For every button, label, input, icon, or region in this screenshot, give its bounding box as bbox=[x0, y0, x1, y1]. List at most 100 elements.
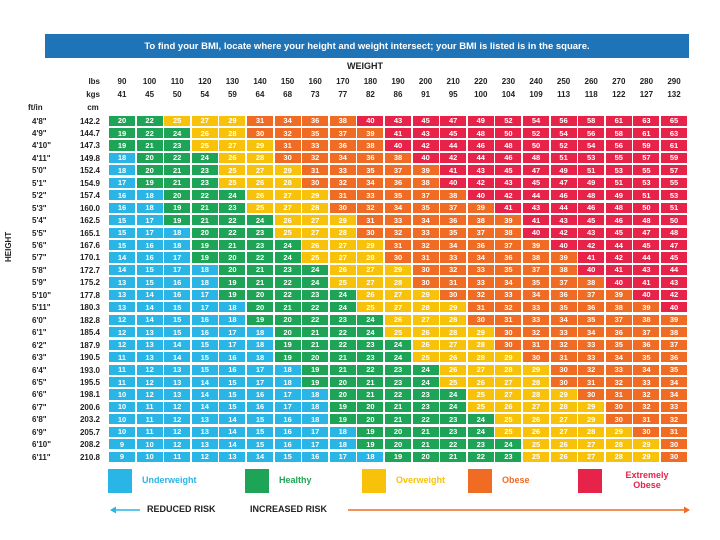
bmi-cell: 14 bbox=[136, 289, 163, 300]
height-ftin-label: 6'1" bbox=[32, 328, 47, 338]
bmi-cell: 17 bbox=[247, 376, 273, 388]
bmi-cell: 27 bbox=[329, 252, 356, 263]
bmi-cell: 32 bbox=[274, 127, 301, 139]
bmi-cell: 29 bbox=[357, 240, 384, 251]
bmi-cell: 23 bbox=[247, 227, 273, 238]
bmi-cell: 55 bbox=[605, 152, 632, 164]
bmi-cell: 31 bbox=[633, 414, 660, 425]
height-ftin-label: 5'11" bbox=[32, 303, 51, 313]
height-cm-label: 142.2 bbox=[79, 116, 100, 126]
bmi-cell: 14 bbox=[247, 451, 273, 462]
bmi-cell: 32 bbox=[440, 264, 467, 276]
bmi-cell: 34 bbox=[495, 277, 522, 288]
bmi-cell: 17 bbox=[329, 451, 356, 462]
bmi-cell: 23 bbox=[412, 401, 439, 413]
bmi-cell: 56 bbox=[605, 140, 632, 151]
cm-label: cm bbox=[87, 103, 99, 112]
bmi-cell: 23 bbox=[357, 352, 384, 363]
height-cm-label: 185.4 bbox=[79, 328, 100, 338]
legend-swatch bbox=[362, 469, 386, 493]
bmi-cell: 35 bbox=[523, 277, 549, 288]
bmi-cell: 20 bbox=[302, 352, 329, 363]
bmi-cell: 25 bbox=[274, 227, 301, 238]
bmi-cell: 27 bbox=[302, 227, 329, 238]
bmi-cell: 56 bbox=[578, 127, 605, 139]
kgs-label: kgs bbox=[86, 90, 100, 99]
bmi-cell: 29 bbox=[495, 352, 522, 363]
lbs-label: lbs bbox=[88, 77, 100, 86]
bmi-cell: 23 bbox=[191, 177, 218, 188]
bmi-cell: 36 bbox=[329, 140, 356, 151]
bmi-cell: 44 bbox=[633, 252, 660, 263]
bmi-cell: 27 bbox=[412, 314, 439, 325]
bmi-cell: 27 bbox=[357, 264, 384, 276]
bmi-cell: 36 bbox=[578, 302, 605, 313]
height-ftin-label: 4'11" bbox=[32, 153, 51, 163]
bmi-cell: 27 bbox=[440, 339, 467, 350]
bmi-cell: 43 bbox=[633, 264, 660, 276]
bmi-cell: 36 bbox=[633, 339, 660, 350]
bmi-cell: 22 bbox=[219, 227, 246, 238]
bmi-cell: 38 bbox=[412, 177, 439, 188]
bmi-cell: 42 bbox=[661, 289, 687, 300]
bmi-cell: 16 bbox=[219, 364, 246, 375]
bmi-cell: 14 bbox=[219, 414, 246, 425]
height-ftin-label: 4'9" bbox=[32, 128, 47, 138]
bmi-cell: 26 bbox=[440, 352, 467, 363]
bmi-cell: 28 bbox=[578, 426, 605, 437]
bmi-cell: 25 bbox=[357, 302, 384, 313]
bmi-cell: 37 bbox=[550, 277, 577, 288]
bmi-cell: 30 bbox=[661, 439, 687, 450]
bmi-cell: 54 bbox=[578, 140, 605, 151]
bmi-cell: 22 bbox=[329, 339, 356, 350]
bmi-cell: 17 bbox=[274, 389, 301, 400]
bmi-cell: 37 bbox=[523, 264, 549, 276]
bmi-cell: 32 bbox=[605, 376, 632, 388]
bmi-cell: 47 bbox=[440, 115, 467, 126]
bmi-cell: 39 bbox=[633, 302, 660, 313]
bmi-cell: 15 bbox=[274, 451, 301, 462]
bmi-cell: 61 bbox=[661, 140, 687, 151]
height-cm-label: 157.4 bbox=[79, 191, 100, 201]
bmi-cell: 28 bbox=[605, 439, 632, 450]
lbs-header: 190 bbox=[391, 77, 405, 86]
bmi-cell: 54 bbox=[550, 127, 577, 139]
bmi-cell: 13 bbox=[109, 277, 135, 288]
bmi-cell: 24 bbox=[164, 127, 191, 139]
bmi-cell: 18 bbox=[247, 339, 273, 350]
height-cm-label: 200.6 bbox=[79, 402, 100, 412]
kgs-header: 95 bbox=[448, 90, 458, 99]
bmi-cell: 16 bbox=[219, 352, 246, 363]
bmi-cell: 36 bbox=[661, 352, 687, 363]
bmi-cell: 23 bbox=[247, 240, 273, 251]
kgs-header: 68 bbox=[283, 90, 293, 99]
bmi-cell: 25 bbox=[523, 451, 549, 462]
kgs-header: 127 bbox=[639, 90, 654, 99]
bmi-cell: 27 bbox=[550, 414, 577, 425]
bmi-cell: 25 bbox=[412, 352, 439, 363]
height-ftin-label: 6'9" bbox=[32, 427, 47, 437]
bmi-cell: 30 bbox=[302, 177, 329, 188]
bmi-cell: 18 bbox=[357, 451, 384, 462]
bmi-cell: 20 bbox=[247, 289, 273, 300]
bmi-cell: 28 bbox=[440, 314, 467, 325]
height-ftin-label: 5'5" bbox=[32, 228, 47, 238]
bmi-cell: 27 bbox=[247, 165, 273, 176]
bmi-cell: 18 bbox=[219, 302, 246, 313]
bmi-cell: 20 bbox=[191, 227, 218, 238]
bmi-cell: 44 bbox=[440, 140, 467, 151]
bmi-cell: 29 bbox=[219, 115, 246, 126]
bmi-cell: 43 bbox=[578, 227, 605, 238]
height-title: HEIGHT bbox=[4, 231, 13, 262]
bmi-cell: 18 bbox=[219, 314, 246, 325]
bmi-cell: 21 bbox=[136, 140, 163, 151]
bmi-cell: 22 bbox=[136, 127, 163, 139]
bmi-cell: 15 bbox=[136, 264, 163, 276]
bmi-cell: 49 bbox=[578, 177, 605, 188]
bmi-cell: 38 bbox=[357, 140, 384, 151]
height-ftin-label: 5'3" bbox=[32, 203, 47, 213]
bmi-cell: 41 bbox=[605, 264, 632, 276]
bmi-cell: 17 bbox=[109, 177, 135, 188]
bmi-cell: 31 bbox=[357, 215, 384, 226]
bmi-cell: 51 bbox=[550, 152, 577, 164]
